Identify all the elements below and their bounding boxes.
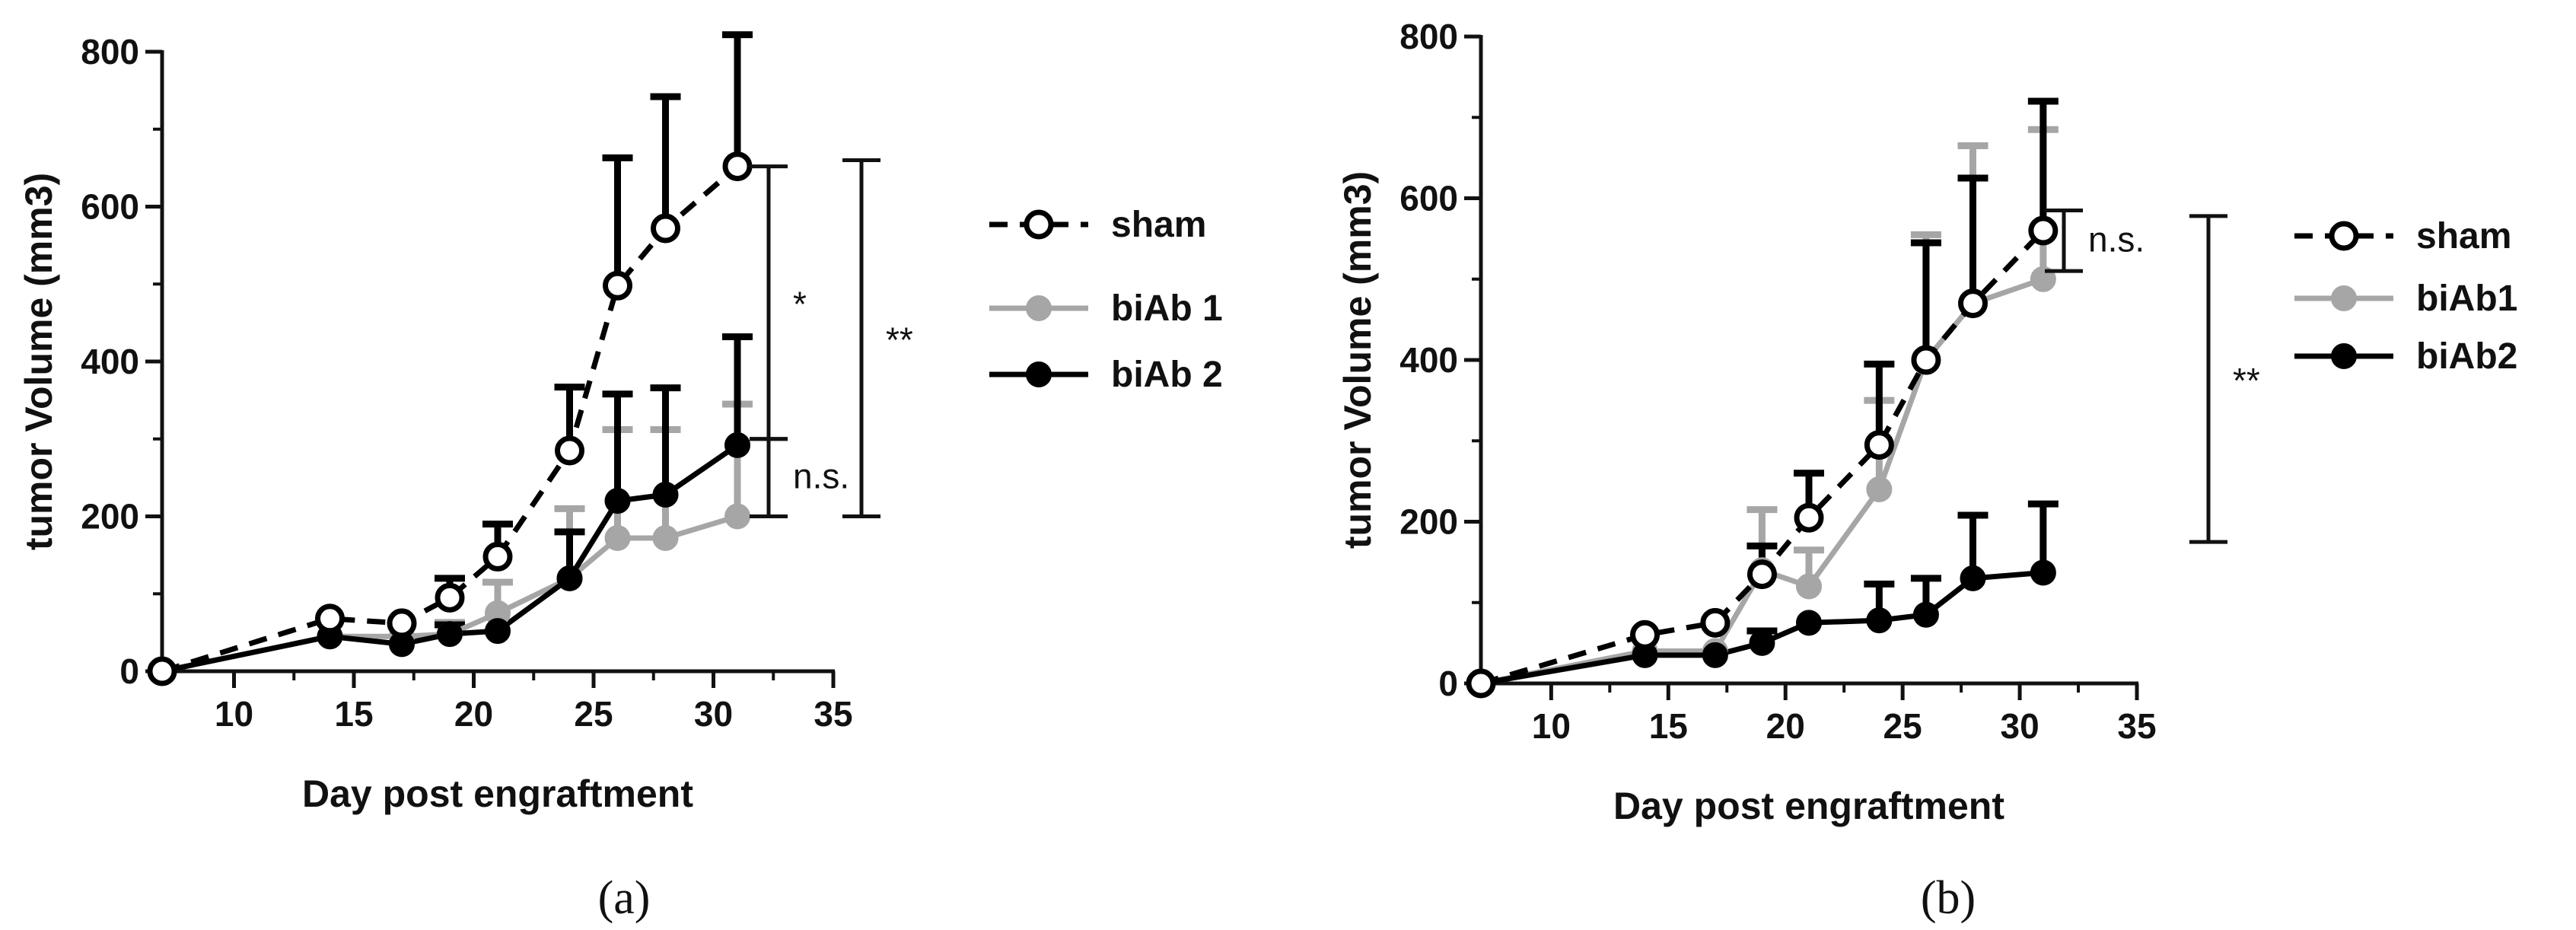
significance-label: ** [886, 320, 913, 359]
data-point [315, 604, 345, 634]
legend-label: sham [1111, 205, 1206, 245]
data-point [1866, 607, 1893, 634]
data-point [1466, 668, 1496, 699]
x-tick-label: 35 [2117, 706, 2156, 746]
panel-label: (a) [598, 872, 651, 924]
data-point [1747, 559, 1777, 590]
x-tick-label: 15 [334, 694, 373, 734]
x-axis-title: Day post engraftment [1613, 785, 2004, 827]
legend-marker [2329, 221, 2359, 251]
x-tick-label: 25 [1883, 706, 1922, 746]
y-tick-label: 200 [81, 497, 139, 537]
data-point [1864, 430, 1894, 460]
data-point [652, 524, 679, 551]
y-tick-label: 0 [119, 651, 139, 691]
data-point [652, 482, 679, 508]
data-point [1700, 607, 1731, 638]
data-point [1630, 619, 1660, 650]
data-point [724, 503, 750, 530]
panel-label: (b) [1921, 872, 1976, 924]
y-tick-label: 800 [81, 32, 139, 72]
y-tick-label: 0 [1438, 664, 1458, 703]
chart-panel-a: 0 200 400 600 800 10 15 20 25 30 35 tumor Volume (m… [18, 31, 1223, 924]
y-axis-title: tumor Volume (mm3) [18, 173, 60, 550]
data-point [722, 151, 753, 182]
x-axis-title: Day post engraftment [302, 772, 693, 815]
chart-panel-b: 0 200 400 600 800 10 15 20 25 30 35 tumor Volume (m… [1336, 17, 2517, 924]
data-point [1912, 601, 1939, 628]
x-tick-label: 25 [574, 694, 613, 734]
legend-label: biAb 2 [1111, 355, 1223, 395]
y-tick-label: 400 [1399, 340, 1458, 380]
y-tick-label: 200 [1399, 502, 1458, 542]
data-point [147, 656, 177, 686]
data-point [556, 565, 583, 591]
legend-marker [2331, 285, 2357, 311]
data-point [482, 541, 513, 572]
data-point [1796, 610, 1822, 636]
legend-marker [1026, 361, 1052, 387]
x-tick-label: 15 [1649, 706, 1688, 746]
legend-marker [1024, 209, 1054, 240]
legend-marker [2331, 343, 2357, 369]
y-tick-label: 800 [1399, 17, 1458, 56]
significance-label: ** [2233, 361, 2260, 400]
significance-label: * [793, 285, 807, 324]
significance-label: n.s. [2088, 219, 2145, 259]
y-tick-label: 600 [1399, 179, 1458, 218]
y-axis-title: tumor Volume (mm3) [1336, 171, 1379, 549]
data-point [1749, 629, 1775, 656]
data-point [1960, 565, 1986, 591]
data-point [2030, 266, 2056, 292]
data-point [604, 524, 631, 551]
data-point [1866, 476, 1893, 502]
x-tick-label: 20 [454, 694, 493, 734]
data-point [555, 435, 584, 466]
y-tick-label: 400 [81, 342, 139, 381]
data-point [2030, 559, 2056, 586]
data-point [1794, 502, 1824, 533]
data-point [1796, 573, 1822, 600]
legend-label: sham [2416, 216, 2511, 256]
legend-label: biAb2 [2416, 336, 2517, 377]
data-point [437, 621, 463, 648]
data-point [724, 432, 750, 458]
data-point [387, 608, 417, 639]
data-point [1702, 642, 1728, 668]
x-tick-label: 30 [2000, 706, 2039, 746]
data-point [651, 213, 680, 244]
series-line-biab1 [1480, 276, 2044, 686]
data-point [435, 582, 465, 613]
data-point [485, 618, 511, 645]
legend-label: biAb 1 [1111, 288, 1223, 329]
data-point [1911, 345, 1941, 375]
data-point [1958, 288, 1988, 319]
x-tick-label: 10 [215, 694, 253, 734]
data-point [604, 488, 631, 514]
data-point [603, 270, 632, 301]
significance-label: n.s. [793, 457, 849, 496]
series-line-sham [1480, 228, 2046, 686]
x-tick-label: 10 [1532, 706, 1571, 746]
x-tick-label: 35 [814, 694, 852, 734]
data-point [2028, 215, 2059, 246]
x-tick-label: 30 [694, 694, 733, 734]
legend-marker [1026, 295, 1052, 321]
x-tick-label: 20 [1766, 706, 1805, 746]
legend-label: biAb1 [2416, 279, 2517, 319]
y-tick-label: 600 [81, 187, 139, 227]
